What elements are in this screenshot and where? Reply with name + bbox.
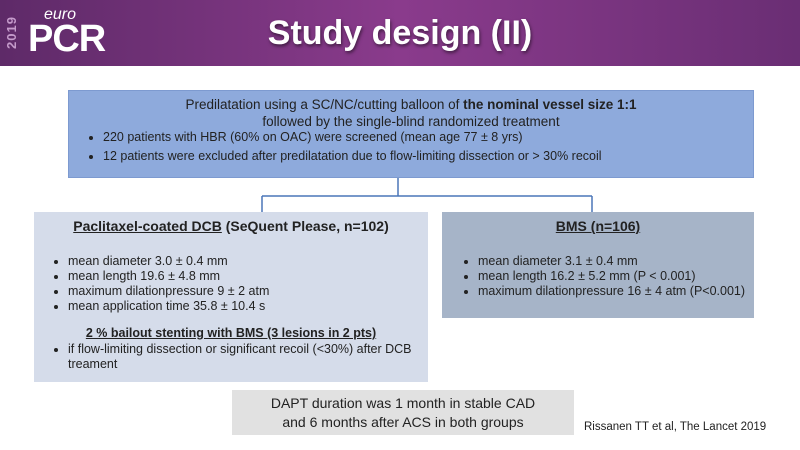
list-item: mean diameter 3.0 ± 0.4 mm bbox=[68, 254, 428, 269]
bms-arm-list: mean diameter 3.1 ± 0.4 mm mean length 1… bbox=[442, 254, 754, 299]
dcb-arm-box: Paclitaxel-coated DCB (SeQuent Please, n… bbox=[34, 212, 428, 382]
predilatation-bold-text: the nominal vessel size 1:1 bbox=[463, 97, 637, 112]
list-item: 220 patients with HBR (60% on OAC) were … bbox=[103, 130, 753, 145]
list-item: mean diameter 3.1 ± 0.4 mm bbox=[478, 254, 754, 269]
dcb-arm-list: mean diameter 3.0 ± 0.4 mm mean length 1… bbox=[34, 254, 428, 314]
list-item: if flow-limiting dissection or significa… bbox=[68, 342, 428, 372]
predilatation-text: Predilatation using a SC/NC/cutting ball… bbox=[185, 97, 464, 112]
list-item: maximum dilationpressure 9 ± 2 atm bbox=[68, 284, 428, 299]
list-item: mean length 19.6 ± 4.8 mm bbox=[68, 269, 428, 284]
bms-arm-title-text: BMS (n=106) bbox=[555, 218, 641, 234]
slide-title: Study design (II) bbox=[267, 14, 533, 52]
list-item: 12 patients were excluded after predilat… bbox=[103, 149, 753, 164]
dapt-line-1: DAPT duration was 1 month in stable CAD bbox=[270, 395, 536, 411]
predilatation-box: Predilatation using a SC/NC/cutting ball… bbox=[68, 90, 754, 178]
screening-list: 220 patients with HBR (60% on OAC) were … bbox=[69, 130, 753, 164]
bms-arm-box: BMS (n=106) mean diameter 3.1 ± 0.4 mm m… bbox=[442, 212, 754, 318]
list-item: mean application time 35.8 ± 10.4 s bbox=[68, 299, 428, 314]
dapt-box: DAPT duration was 1 month in stable CAD … bbox=[232, 390, 574, 435]
dapt-line-2: and 6 months after ACS in both groups bbox=[282, 414, 524, 430]
citation: Rissanen TT et al, The Lancet 2019 bbox=[584, 421, 767, 433]
bms-arm-title: BMS (n=106) bbox=[442, 218, 754, 234]
list-item: mean length 16.2 ± 5.2 mm (P < 0.001) bbox=[478, 269, 754, 284]
dcb-arm-title: Paclitaxel-coated DCB (SeQuent Please, n… bbox=[34, 218, 428, 234]
dcb-arm-title-rest: (SeQuent Please, n=102) bbox=[221, 218, 389, 234]
predilatation-heading: Predilatation using a SC/NC/cutting ball… bbox=[69, 96, 753, 130]
bailout-subheading: 2 % bailout stenting with BMS (3 lesions… bbox=[85, 326, 377, 340]
dcb-arm-title-underlined: Paclitaxel-coated DCB bbox=[73, 218, 222, 234]
brand-logo: PCR bbox=[28, 18, 106, 60]
bailout-list: if flow-limiting dissection or significa… bbox=[34, 342, 428, 372]
header-banner: 2019 euro PCR Study design (II) bbox=[0, 0, 800, 66]
list-item: maximum dilationpressure 16 ± 4 atm (P<0… bbox=[478, 284, 754, 299]
brand-prefix: euro bbox=[44, 6, 77, 23]
randomization-text: followed by the single-blind randomized … bbox=[262, 114, 560, 129]
